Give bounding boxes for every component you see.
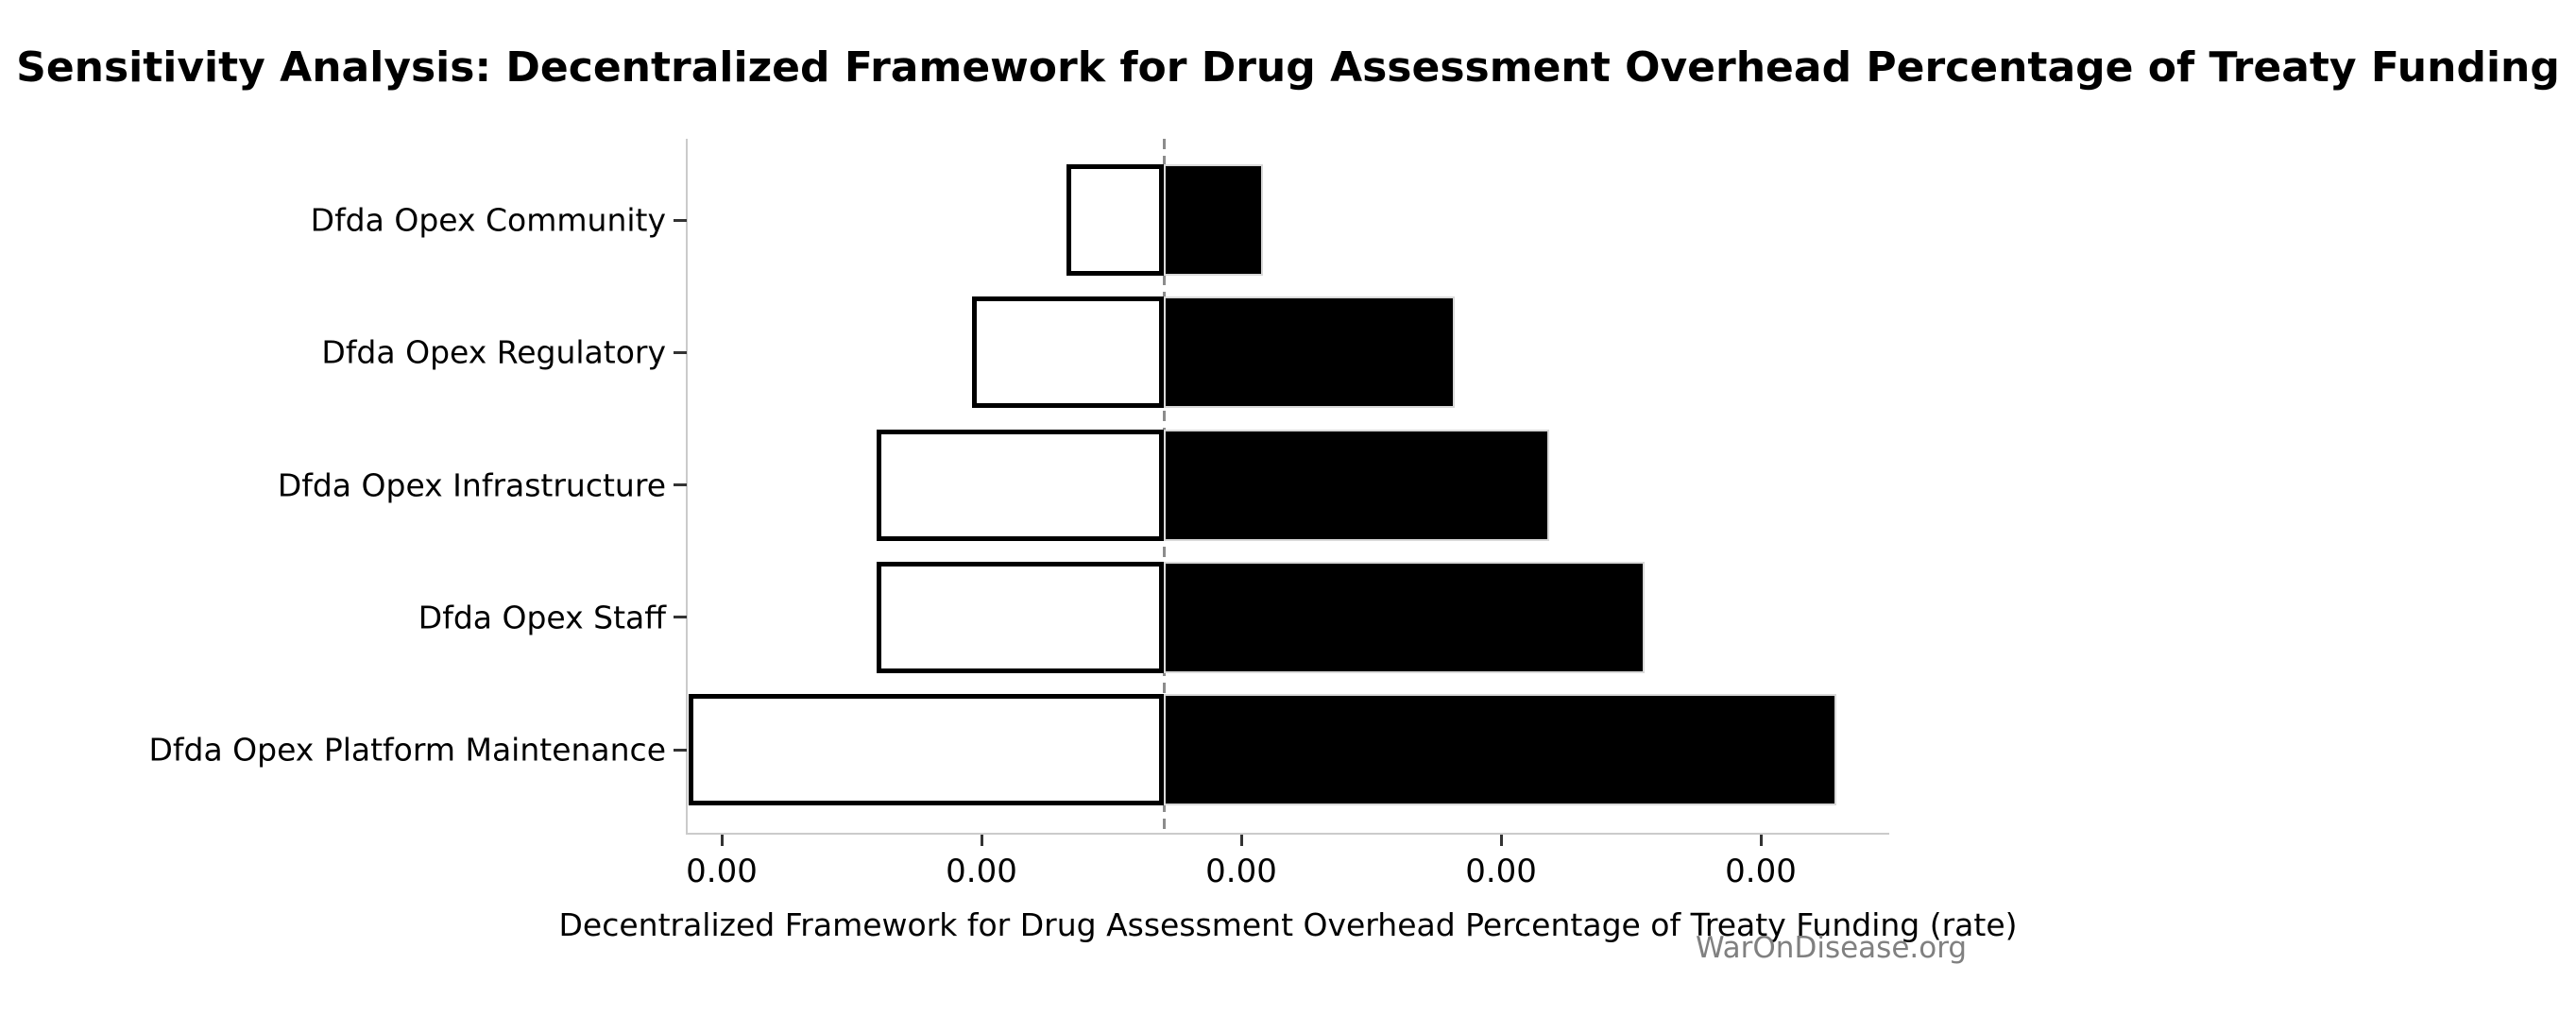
low-bar xyxy=(1066,164,1164,276)
x-tick-label: 0.00 xyxy=(1205,853,1277,890)
high-bar xyxy=(1164,561,1646,673)
high-bar xyxy=(1164,164,1263,276)
high-bar xyxy=(1164,296,1455,409)
y-tick xyxy=(674,218,687,222)
x-tick xyxy=(980,835,983,846)
y-tick-label: Dfda Opex Regulatory xyxy=(321,333,666,371)
x-tick-label: 0.00 xyxy=(1465,853,1537,890)
y-tick xyxy=(674,616,687,619)
high-bar xyxy=(1164,429,1549,541)
x-tick-label: 0.00 xyxy=(946,853,1017,890)
y-tick-label: Dfda Opex Community xyxy=(310,201,666,239)
y-tick-label: Dfda Opex Staff xyxy=(418,599,666,636)
x-tick xyxy=(720,835,724,846)
low-bar xyxy=(689,694,1164,806)
high-bar xyxy=(1164,694,1836,806)
y-tick-label: Dfda Opex Platform Maintenance xyxy=(148,731,666,769)
y-axis-line xyxy=(686,139,688,835)
x-tick-label: 0.00 xyxy=(686,853,758,890)
x-tick xyxy=(1499,835,1503,846)
low-bar xyxy=(877,429,1164,541)
y-tick xyxy=(674,748,687,752)
low-bar xyxy=(972,296,1164,409)
y-tick xyxy=(674,350,687,354)
x-tick-label: 0.00 xyxy=(1725,853,1797,890)
low-bar xyxy=(877,561,1164,673)
watermark: WarOnDisease.org xyxy=(1696,931,1968,965)
x-tick xyxy=(1239,835,1243,846)
chart-title: Sensitivity Analysis: Decentralized Fram… xyxy=(16,43,2560,92)
y-tick-label: Dfda Opex Infrastructure xyxy=(277,466,666,504)
x-axis-line xyxy=(686,833,1889,835)
x-tick xyxy=(1759,835,1763,846)
y-tick xyxy=(674,483,687,487)
x-axis-title: Decentralized Framework for Drug Assessm… xyxy=(558,906,2018,943)
